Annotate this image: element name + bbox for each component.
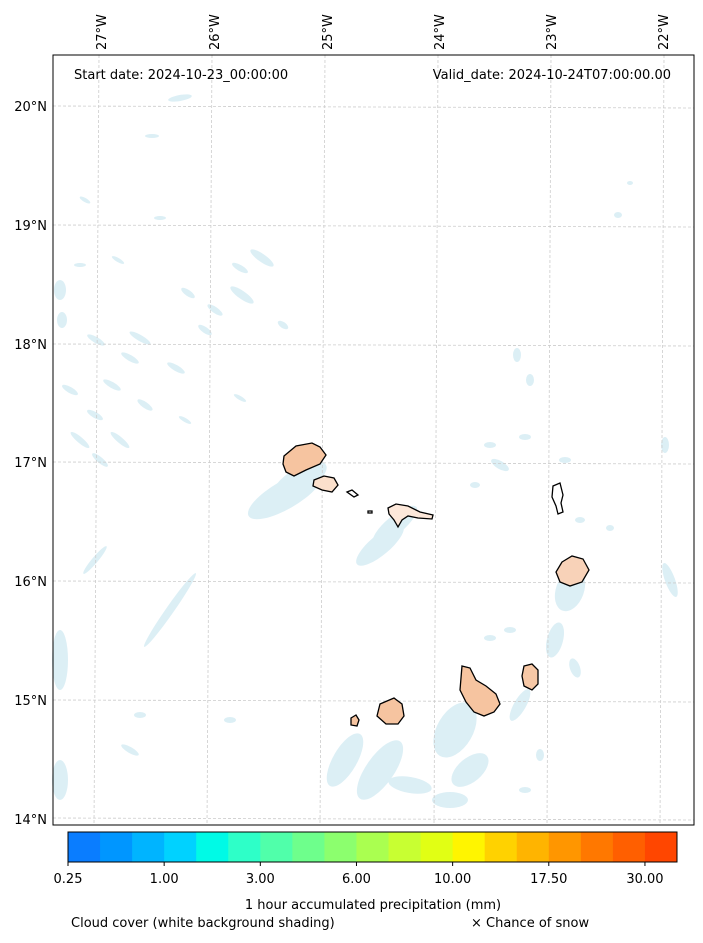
lat-label-16n: 16°N [14,575,47,590]
colorbar-tick-label: 0.25 [54,872,83,887]
colorbar-cell [356,832,390,862]
island-islet [367,510,373,514]
colorbar-cell [68,832,101,862]
colorbar-frame [67,831,678,863]
island-sao-nicolau [387,503,434,529]
colorbar-ticks: 0.25 1.00 3.00 6.00 10.00 17.50 30.00 [54,862,664,887]
island-sao-vicente [312,475,339,493]
lon-label-27w: 27°W [95,14,110,50]
colorbar-cell [612,832,646,862]
colorbar-cell [452,832,486,862]
gridline-lat [52,343,695,347]
gridline-lon [206,54,213,826]
colorbar-tick-label: 3.00 [246,872,275,887]
map-frame [52,54,695,826]
colorbar-tick-label: 1.00 [150,872,179,887]
latitude-labels: 20°N 19°N 18°N 17°N 16°N 15°N 14°N [14,100,47,828]
colorbar-cell [516,832,550,862]
island-santo-antao [282,442,327,477]
colorbar-cell [132,832,165,862]
colorbar-tick-label: 10.00 [434,872,471,887]
start-date-label: Start date: 2024-10-23_00:00:00 [74,68,288,83]
gridline-lat [52,817,695,821]
island-santiago [459,665,501,717]
gridline-lon [319,54,326,826]
gridline-lon [659,54,665,826]
lat-label-17n: 17°N [14,456,47,471]
gridline-lat [52,224,695,228]
colorbar-cell [548,832,582,862]
island-maio [521,663,539,691]
longitude-labels: 27°W 26°W 25°W 24°W 23°W 22°W [95,14,672,50]
colorbar-cell [388,832,422,862]
gridline-lon [546,54,552,826]
colorbar-cell [484,832,518,862]
island-boa-vista [555,555,590,587]
lat-label-18n: 18°N [14,338,47,353]
colorbar-cell [100,832,133,862]
lon-label-24w: 24°W [433,14,448,50]
lon-label-22w: 22°W [657,14,672,50]
colorbar-tick-label: 30.00 [626,872,663,887]
colorbar-cell [580,832,614,862]
colorbar-cell [260,832,293,862]
colorbar-cell [420,832,454,862]
lat-label-20n: 20°N [14,100,47,115]
lat-label-19n: 19°N [14,219,47,234]
colorbar-tick-label: 6.00 [342,872,371,887]
colorbar-cell [228,832,261,862]
gridline-lat [52,461,695,465]
island-santa-luzia [345,489,360,498]
colorbar-cell [196,832,229,862]
lat-label-15n: 15°N [14,694,47,709]
lon-label-23w: 23°W [545,14,560,50]
colorbar [68,832,678,862]
gridline-lat [52,105,695,109]
island-sal [551,482,564,515]
graticule [52,54,695,826]
colorbar-cell [644,832,678,862]
gridline-lat [52,580,695,584]
lat-label-14n: 14°N [14,813,47,828]
lon-label-26w: 26°W [208,14,223,50]
gridline-lat [52,699,695,703]
lon-label-25w: 25°W [321,14,336,50]
colorbar-cell [164,832,197,862]
island-brava [350,714,360,727]
cloud-cover-legend: Cloud cover (white background shading) [71,916,335,931]
snow-legend: × Chance of snow [471,916,590,931]
colorbar-title: 1 hour accumulated precipitation (mm) [244,898,502,913]
gridline-lon [93,54,100,826]
colorbar-tick-label: 17.50 [530,872,567,887]
islands [282,442,590,727]
map-panel [53,55,694,825]
valid-date-label: Valid_date: 2024-10-24T07:00:00.00 [433,68,671,83]
gridline-lon [433,54,439,826]
colorbar-cell [292,832,325,862]
island-fogo [376,697,405,725]
colorbar-cell [324,832,357,862]
